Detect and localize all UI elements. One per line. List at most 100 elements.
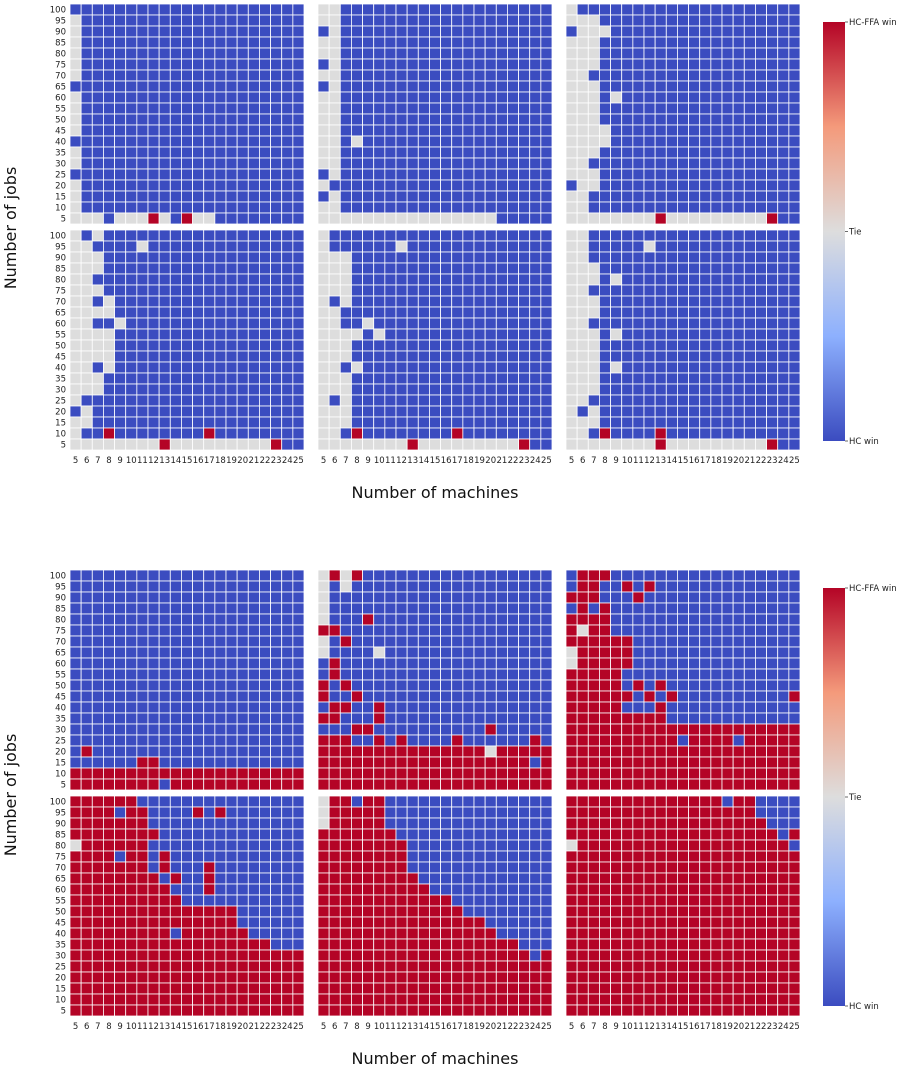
cell-tie: [576, 229, 589, 242]
cell-hc-win: [214, 124, 227, 137]
cell-hc-win: [125, 394, 138, 407]
cell-tie: [69, 361, 82, 374]
cell-hcffa-win: [766, 971, 779, 984]
cell-hcffa-win: [654, 427, 667, 440]
cell-hc-win: [495, 383, 508, 396]
cell-hc-win: [158, 201, 171, 214]
cell-tie: [328, 91, 341, 104]
cell-hcffa-win: [621, 580, 634, 593]
cell-hc-win: [440, 828, 453, 841]
cell-hcffa-win: [665, 828, 678, 841]
cell-hc-win: [610, 624, 623, 637]
cell-hc-win: [292, 262, 305, 275]
cell-tie: [328, 3, 341, 16]
cell-hc-win: [429, 679, 441, 692]
cell-tie: [103, 328, 115, 341]
cell-hc-win: [417, 124, 430, 137]
cell-hc-win: [599, 317, 611, 330]
cell-hc-win: [169, 14, 182, 27]
cell-hcffa-win: [576, 679, 589, 692]
cell-hc-win: [495, 251, 508, 264]
cell-hc-win: [766, 624, 779, 637]
cell-hc-win: [247, 317, 260, 330]
cell-hc-win: [158, 756, 171, 769]
cell-hc-win: [169, 591, 182, 604]
cell-hc-win: [440, 229, 453, 242]
cell-hc-win: [473, 624, 486, 637]
cell-hcffa-win: [114, 949, 127, 962]
cell-hcffa-win: [688, 861, 701, 874]
cell-hcffa-win: [732, 795, 745, 808]
cell-hc-win: [665, 168, 678, 181]
cell-tie: [339, 438, 352, 451]
cell-hcffa-win: [103, 916, 115, 929]
cell-hcffa-win: [599, 795, 611, 808]
cell-hc-win: [136, 701, 149, 714]
cell-tie: [91, 251, 104, 264]
cell-hc-win: [169, 113, 182, 126]
cell-hc-win: [429, 317, 441, 330]
cell-hc-win: [114, 646, 127, 659]
cell-hc-win: [80, 47, 93, 60]
cell-hc-win: [136, 372, 149, 385]
cell-hcffa-win: [270, 767, 283, 780]
cell-hc-win: [495, 712, 508, 725]
cell-hcffa-win: [69, 1004, 82, 1017]
cell-hcffa-win: [621, 905, 634, 918]
cell-hc-win: [777, 635, 790, 648]
cell-hc-win: [91, 646, 104, 659]
cell-hc-win: [339, 135, 352, 148]
cell-hc-win: [654, 646, 667, 659]
cell-hc-win: [292, 328, 305, 341]
cell-hcffa-win: [721, 839, 734, 852]
cell-hcffa-win: [484, 767, 497, 780]
cell-tie: [80, 212, 93, 225]
cell-hcffa-win: [621, 938, 634, 951]
cell-hc-win: [429, 668, 441, 681]
cell-hc-win: [406, 69, 419, 82]
cell-hcffa-win: [395, 960, 408, 973]
cell-hcffa-win: [621, 872, 634, 885]
cell-hc-win: [451, 69, 464, 82]
cell-hc-win: [777, 416, 790, 429]
cell-hc-win: [484, 91, 497, 104]
cell-hcffa-win: [743, 905, 756, 918]
cell-hc-win: [136, 102, 149, 115]
cell-hc-win: [507, 701, 519, 714]
cell-hc-win: [406, 91, 419, 104]
cell-hc-win: [643, 201, 656, 214]
cell-hcffa-win: [236, 971, 249, 984]
cell-hc-win: [236, 383, 249, 396]
cell-hc-win: [158, 580, 171, 593]
cell-hc-win: [406, 179, 419, 192]
cell-hc-win: [529, 69, 542, 82]
cell-hc-win: [755, 25, 767, 38]
cell-hc-win: [80, 712, 93, 725]
cell-hc-win: [203, 657, 216, 670]
cell-hcffa-win: [621, 861, 634, 874]
cell-hc-win: [518, 69, 531, 82]
cell-hc-win: [91, 745, 104, 758]
cell-hc-win: [125, 3, 138, 16]
cell-hcffa-win: [699, 883, 712, 896]
cell-hc-win: [732, 712, 745, 725]
cell-hc-win: [292, 284, 305, 297]
cell-hc-win: [518, 894, 531, 907]
cell-hc-win: [766, 3, 779, 16]
cell-hcffa-win: [384, 993, 397, 1006]
cell-hcffa-win: [643, 839, 656, 852]
cell-hcffa-win: [540, 767, 553, 780]
cell-tie: [225, 438, 238, 451]
cell-hc-win: [169, 25, 182, 38]
cell-hc-win: [665, 580, 678, 593]
cell-hc-win: [721, 591, 734, 604]
cell-hcffa-win: [677, 817, 689, 830]
cell-hc-win: [688, 624, 701, 637]
cell-hcffa-win: [362, 806, 375, 819]
cell-hc-win: [473, 635, 486, 648]
cell-hc-win: [103, 240, 115, 253]
cell-hc-win: [540, 723, 553, 736]
cell-hcffa-win: [766, 756, 779, 769]
cell-hc-win: [429, 635, 441, 648]
cell-hc-win: [292, 806, 305, 819]
